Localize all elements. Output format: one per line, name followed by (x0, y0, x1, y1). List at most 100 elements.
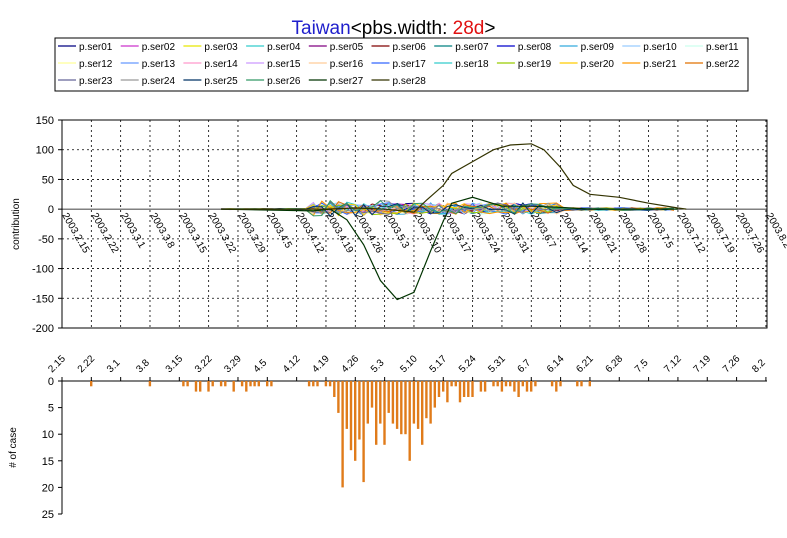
case-bar (479, 381, 483, 392)
bar-x-tick-label: 7.12 (662, 353, 684, 375)
case-bar (450, 381, 453, 387)
chart-title: Taiwan<pbs.width: 28d> (0, 18, 787, 40)
y-axis-label: contribution (11, 198, 22, 250)
legend-entry: p.ser02 (142, 42, 176, 53)
legend-entry: p.ser19 (518, 59, 552, 70)
legend-entry: p.ser09 (581, 42, 615, 53)
case-bar (400, 381, 403, 435)
bar-x-tick-label: 3.1 (105, 357, 123, 375)
case-bar (257, 381, 260, 387)
case-bar (249, 381, 252, 387)
case-bar (458, 381, 462, 403)
case-bar (387, 381, 390, 413)
case-bar (366, 381, 369, 424)
legend-entry: p.ser27 (330, 76, 364, 87)
case-bar (467, 381, 470, 397)
case-bar (194, 381, 198, 392)
case-bar (500, 381, 504, 392)
legend-entry: p.ser15 (267, 59, 301, 70)
y-tick-label: 100 (36, 145, 54, 157)
bar-x-tick-label: 3.8 (134, 357, 152, 375)
case-bar (576, 381, 579, 387)
case-bar (232, 381, 235, 392)
case-bar (362, 381, 365, 483)
legend-entry: p.ser05 (330, 42, 364, 53)
bar-x-tick-label: 6.14 (545, 353, 567, 375)
legend-entry: p.ser18 (455, 59, 489, 70)
series-line-p.ser28 (221, 143, 687, 213)
legend-entry: p.ser03 (204, 42, 238, 53)
case-bar (266, 381, 269, 387)
case-bar (307, 381, 311, 387)
y-tick-label: -50 (38, 234, 54, 246)
legend-entry: p.ser17 (393, 59, 427, 70)
bar-x-tick-label: 6.21 (574, 353, 596, 375)
legend-entry: p.ser26 (267, 76, 301, 87)
case-bar (416, 381, 420, 429)
bar-x-tick-label: 4.5 (252, 357, 270, 375)
title-prefix: <pbs.width: (350, 18, 453, 39)
legend-entry: p.ser28 (393, 76, 427, 87)
legend-entry: p.ser10 (643, 42, 677, 53)
case-bar (408, 381, 411, 461)
case-bar (492, 381, 495, 387)
case-bar (525, 381, 529, 392)
case-bar (186, 381, 189, 387)
bar-y-tick-label: 25 (42, 509, 54, 521)
case-bar (521, 381, 524, 387)
bar-x-tick-label: 3.29 (222, 353, 244, 375)
y-tick-label: -100 (32, 264, 54, 276)
case-bar (559, 381, 562, 387)
legend-entry: p.ser12 (79, 59, 113, 70)
case-bar (312, 381, 315, 387)
case-bar (433, 381, 436, 408)
legend-box (54, 37, 749, 92)
bar-x-tick-label: 6.7 (516, 357, 534, 375)
bar-y-tick-label: 15 (42, 456, 54, 468)
bar-x-tick-label: 4.26 (340, 353, 362, 375)
legend-entry: p.ser04 (267, 42, 301, 53)
case-bar (345, 381, 348, 429)
case-bar (404, 381, 407, 435)
case-bar (328, 381, 332, 387)
case-bar (517, 381, 520, 397)
legend-entry: p.ser25 (204, 76, 238, 87)
series-line-p.ser27 (221, 196, 678, 301)
case-bar (349, 381, 353, 451)
case-bar (148, 381, 152, 387)
case-bar (555, 381, 558, 392)
y-tick-label: 50 (42, 174, 54, 186)
case-bar (534, 381, 537, 387)
bar-x-tick-label: 5.24 (457, 353, 479, 375)
case-count-chart: 0 5 10 15 20 25 # of case 2.15 2.22 3.1 3.8 3.15 3.2… (8, 353, 768, 521)
bar-x-tick-label: 4.19 (310, 353, 332, 375)
case-bar (207, 381, 210, 392)
legend-entry: p.ser23 (79, 76, 113, 87)
case-bar (316, 381, 319, 387)
case-bar (354, 381, 357, 461)
case-bar (442, 381, 445, 392)
legend-entry: p.ser08 (518, 42, 552, 53)
bar-y-tick-label: 5 (48, 403, 54, 415)
legend-entry: p.ser21 (643, 59, 677, 70)
title-width-value: 28d (452, 18, 485, 39)
case-bar (270, 381, 273, 387)
case-bar (395, 381, 399, 429)
case-bar (580, 381, 583, 387)
case-bar (370, 381, 374, 408)
bar-x-tick-label: 7.5 (633, 357, 651, 375)
case-bar (199, 381, 202, 392)
plot-area (61, 119, 768, 329)
bar-x-tick-label: 5.31 (486, 353, 508, 375)
case-bar (429, 381, 432, 424)
bar-x-tick-label: 5.17 (428, 353, 450, 375)
case-bar (530, 381, 533, 392)
case-bar (219, 381, 223, 387)
case-bar (245, 381, 248, 392)
bar-x-tick-label: 3.22 (193, 353, 215, 375)
case-bar (425, 381, 428, 419)
bar-y-tick-label: 10 (42, 429, 54, 441)
bar-x-tick-label: 3.15 (164, 353, 186, 375)
